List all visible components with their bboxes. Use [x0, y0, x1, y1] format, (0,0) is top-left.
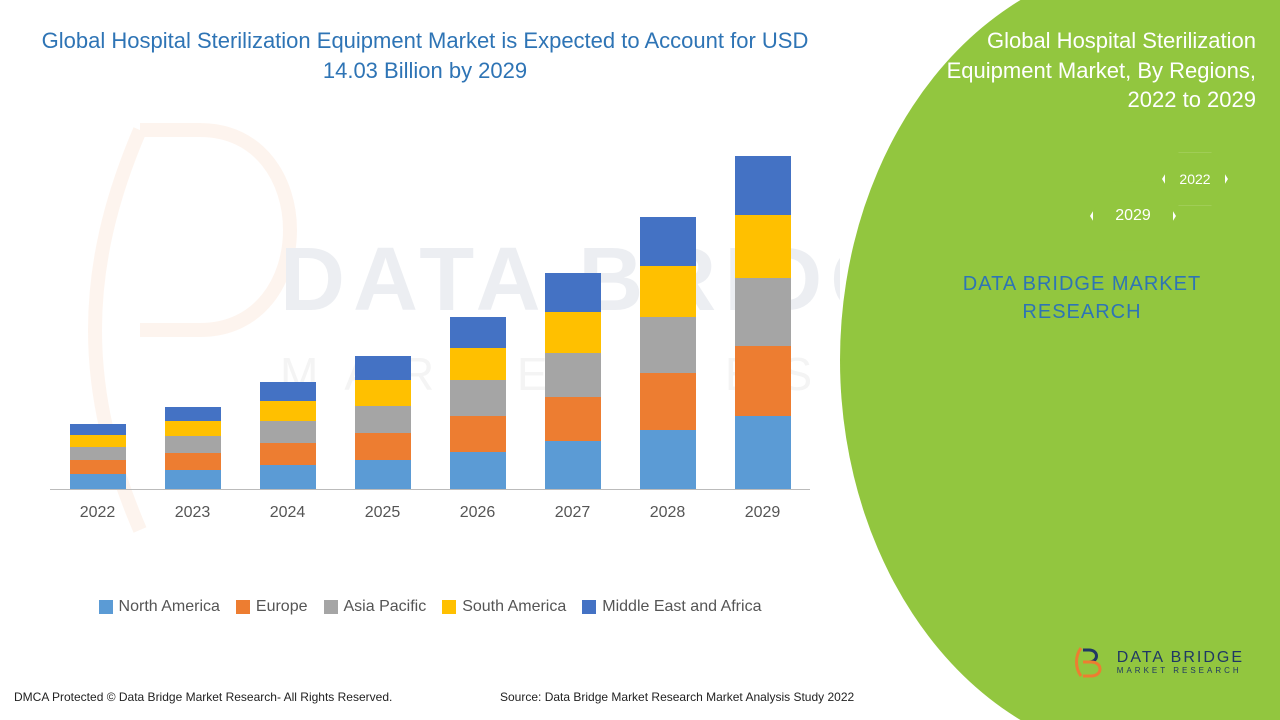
seg-north-america — [545, 441, 601, 489]
footer-copyright: DMCA Protected © Data Bridge Market Rese… — [14, 690, 392, 704]
legend-asia-pacific: Asia Pacific — [324, 598, 427, 616]
side-title: Global Hospital Sterilization Equipment … — [896, 26, 1256, 115]
xlabel-2022: 2022 — [70, 504, 126, 522]
seg-south-america — [355, 380, 411, 406]
logo-name: DATA BRIDGE — [1117, 650, 1244, 666]
seg-south-america — [735, 215, 791, 278]
legend-europe: Europe — [236, 598, 308, 616]
seg-north-america — [735, 416, 791, 489]
seg-south-america — [545, 312, 601, 353]
seg-asia-pacific — [545, 353, 601, 397]
seg-middle-east-and-africa — [355, 356, 411, 380]
seg-north-america — [450, 452, 506, 489]
seg-europe — [165, 453, 221, 470]
legend-north-america: North America — [99, 598, 220, 616]
legend-south-america: South America — [442, 598, 566, 616]
bar-2022 — [70, 424, 126, 489]
legend-label: North America — [119, 598, 220, 616]
chart-legend: North America Europe Asia Pacific South Ame… — [40, 598, 820, 619]
seg-asia-pacific — [735, 278, 791, 346]
legend-label: Middle East and Africa — [602, 598, 761, 616]
seg-europe — [355, 433, 411, 460]
legend-swatch — [99, 600, 113, 614]
logo-mark-icon — [1073, 644, 1109, 680]
legend-swatch — [442, 600, 456, 614]
seg-europe — [70, 460, 126, 474]
legend-label: Asia Pacific — [344, 598, 427, 616]
seg-south-america — [260, 401, 316, 421]
seg-north-america — [70, 474, 126, 489]
seg-asia-pacific — [165, 436, 221, 453]
seg-south-america — [70, 435, 126, 447]
legend-middle-east-and-africa: Middle East and Africa — [582, 598, 761, 616]
seg-north-america — [640, 430, 696, 490]
seg-middle-east-and-africa — [70, 424, 126, 434]
infographic-page: DATA BRIDGE MARKET RESEARCH Global Hospi… — [0, 0, 1280, 720]
bar-2029 — [735, 156, 791, 489]
bar-2026 — [450, 317, 506, 489]
legend-swatch — [236, 600, 250, 614]
seg-middle-east-and-africa — [165, 407, 221, 421]
legend-swatch — [324, 600, 338, 614]
seg-north-america — [165, 470, 221, 489]
seg-asia-pacific — [355, 406, 411, 433]
seg-asia-pacific — [640, 317, 696, 373]
seg-asia-pacific — [450, 380, 506, 416]
seg-middle-east-and-africa — [735, 156, 791, 216]
seg-south-america — [450, 348, 506, 380]
xlabel-2024: 2024 — [260, 504, 316, 522]
bar-2024 — [260, 382, 316, 489]
seg-north-america — [355, 460, 411, 489]
seg-north-america — [260, 465, 316, 489]
xlabel-2029: 2029 — [735, 504, 791, 522]
seg-europe — [450, 416, 506, 452]
seg-asia-pacific — [260, 421, 316, 443]
xlabel-2026: 2026 — [450, 504, 506, 522]
footer-logo: DATA BRIDGE MARKET RESEARCH — [1073, 644, 1244, 680]
bar-2023 — [165, 407, 221, 489]
seg-middle-east-and-africa — [640, 217, 696, 266]
legend-label: South America — [462, 598, 566, 616]
seg-south-america — [165, 421, 221, 436]
seg-europe — [545, 397, 601, 441]
legend-label: Europe — [256, 598, 308, 616]
bar-2027 — [545, 273, 601, 489]
stacked-bar-chart: 2022 2023 2024 2025 2026 2027 2028 2029 — [50, 150, 810, 540]
footer-source: Source: Data Bridge Market Research Mark… — [500, 690, 854, 704]
seg-europe — [260, 443, 316, 465]
chart-title: Global Hospital Sterilization Equipment … — [40, 26, 810, 85]
xlabel-2023: 2023 — [165, 504, 221, 522]
xlabel-2025: 2025 — [355, 504, 411, 522]
seg-europe — [640, 373, 696, 429]
xlabel-2028: 2028 — [640, 504, 696, 522]
brand-text: DATA BRIDGE MARKET RESEARCH — [932, 270, 1232, 326]
logo-sub: MARKET RESEARCH — [1117, 666, 1244, 675]
xlabel-2027: 2027 — [545, 504, 601, 522]
seg-south-america — [640, 266, 696, 317]
side-panel: Global Hospital Sterilization Equipment … — [840, 0, 1280, 720]
bar-2028 — [640, 217, 696, 489]
seg-asia-pacific — [70, 447, 126, 461]
seg-middle-east-and-africa — [260, 382, 316, 401]
seg-middle-east-and-africa — [545, 273, 601, 312]
bar-2025 — [355, 356, 411, 489]
seg-europe — [735, 346, 791, 416]
legend-swatch — [582, 600, 596, 614]
seg-middle-east-and-africa — [450, 317, 506, 348]
